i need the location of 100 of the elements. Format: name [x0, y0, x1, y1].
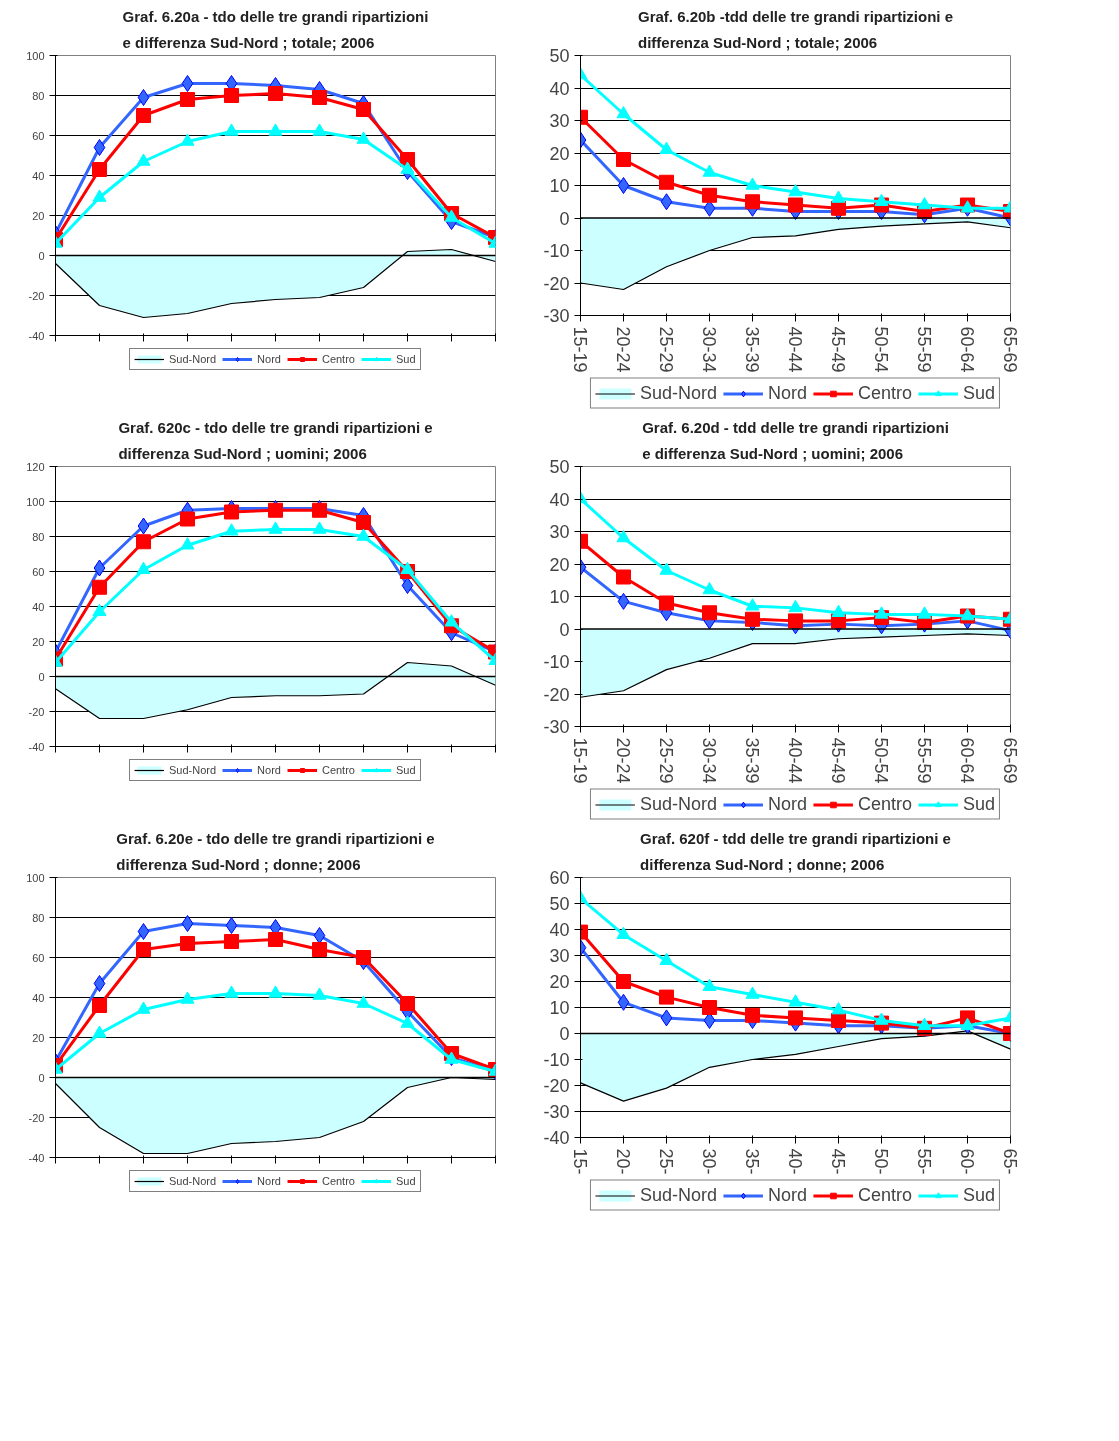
legend-label: Sud [963, 382, 996, 404]
x-tick-label: 60-64 [957, 326, 977, 373]
legend-label: Centro [858, 1184, 913, 1206]
chart-title: Graf. 620f - tdd delle tre grandi ripartizioni e differenza Sud-Nord ; donne; 2006 [640, 830, 951, 873]
x-tick-label: 60- [957, 1148, 977, 1175]
y-tick-label: 40 [32, 991, 45, 1004]
legend-label: Centro [321, 353, 355, 365]
y-tick-label: 0 [38, 670, 45, 683]
x-tick-label: 30- [699, 1148, 719, 1175]
x-tick-label: 35- [742, 1148, 762, 1175]
legend-label: Nord [767, 382, 807, 404]
y-tick-label: 60 [32, 951, 45, 964]
legend-label: Centro [321, 1175, 355, 1187]
x-tick-label: 65-69 [1000, 737, 1020, 784]
x-tick-label: 25-29 [656, 326, 676, 373]
legend-label: Sud-Nord [169, 764, 217, 776]
y-tick-label: -30 [543, 717, 570, 737]
x-tick-label: 40-44 [785, 737, 805, 784]
legend-label: Sud [395, 1175, 416, 1187]
x-tick-label: 50- [871, 1148, 891, 1175]
y-tick-label: 0 [559, 619, 570, 640]
chart-title: Graf. 6.20e - tdo delle tre grandi ripartizioni e differenza Sud-Nord ; donne; 2006 [116, 830, 435, 873]
x-tick-label: 55-59 [914, 326, 934, 373]
legend-label: Sud [963, 1184, 996, 1206]
y-tick-label: 10 [549, 998, 570, 1018]
y-tick-label: 20 [32, 1031, 45, 1044]
y-tick-label: 50 [549, 46, 570, 66]
chart-title: Graf. 6.20d - tdd delle tre grandi ripartizioni e differenza Sud-Nord ; uomini; 2006 [642, 419, 949, 462]
x-tick-label: 15-19 [570, 737, 590, 784]
chart-title: Graf. 620c - tdo delle tre grandi ripartizioni e differenza Sud-Nord ; uomini; 2006 [118, 419, 433, 462]
x-tick-label: 50-54 [871, 737, 891, 784]
y-tick-label: 50 [549, 457, 570, 477]
legend-label: Sud-Nord [169, 1175, 217, 1187]
x-tick-label: 40-44 [785, 326, 805, 373]
legend-label: Nord [767, 1184, 807, 1206]
legend-label: Nord [257, 764, 281, 776]
x-tick-label: 65- [1000, 1148, 1020, 1175]
y-tick-label: -20 [28, 1111, 45, 1124]
y-tick-label: 30 [549, 111, 570, 131]
y-tick-label: 40 [549, 489, 570, 510]
y-tick-label: -40 [28, 740, 45, 753]
legend-label: Centro [321, 764, 355, 776]
y-tick-label: 10 [549, 587, 570, 607]
y-tick-label: 20 [549, 972, 570, 992]
y-tick-label: -20 [28, 705, 45, 718]
chart-title: Graf. 6.20b -tdd delle tre grandi ripartizioni e differenza Sud-Nord ; totale; 2006 [637, 8, 954, 51]
y-tick-label: 100 [26, 871, 45, 884]
y-tick-label: 60 [32, 565, 45, 578]
y-tick-label: 10 [549, 176, 570, 196]
x-tick-label: 35-39 [742, 326, 762, 373]
legend-label: Sud-Nord [639, 1184, 717, 1206]
x-tick-label: 50-54 [871, 326, 891, 373]
x-tick-label: 30-34 [699, 737, 719, 784]
x-tick-label: 40- [785, 1148, 805, 1175]
y-tick-label: 20 [32, 635, 45, 648]
x-tick-label: 45- [828, 1148, 848, 1175]
y-tick-label: 40 [32, 600, 45, 613]
y-tick-label: 20 [32, 209, 45, 222]
y-tick-label: 120 [26, 460, 45, 473]
chart-title: Graf. 6.20a - tdo delle tre grandi ripartizioni e differenza Sud-Nord ; totale; 2006 [122, 8, 429, 51]
legend-label: Sud-Nord [169, 353, 217, 365]
x-tick-label: 45-49 [828, 737, 848, 784]
legend-label: Centro [858, 793, 913, 815]
y-tick-label: 100 [26, 495, 45, 508]
legend-label: Nord [257, 353, 281, 365]
y-tick-label: -30 [543, 306, 570, 326]
y-tick-label: -10 [543, 241, 570, 261]
y-tick-label: -20 [28, 289, 45, 302]
x-tick-label: 15-19 [570, 326, 590, 373]
y-tick-label: 0 [559, 208, 570, 229]
legend-label: Sud-Nord [639, 793, 717, 815]
y-tick-label: 80 [32, 530, 45, 543]
y-tick-label: -40 [543, 1128, 570, 1148]
legend-label: Sud [395, 764, 416, 776]
legend-label: Sud [963, 793, 996, 815]
y-tick-label: -40 [28, 329, 45, 342]
y-tick-label: 40 [549, 78, 570, 99]
y-tick-label: 60 [32, 129, 45, 142]
y-tick-label: -10 [543, 652, 570, 672]
legend-label: Nord [257, 1175, 281, 1187]
y-tick-label: 30 [549, 522, 570, 542]
y-tick-label: 30 [549, 946, 570, 966]
y-tick-label: 20 [549, 143, 570, 164]
y-tick-label: 60 [549, 868, 570, 888]
y-tick-label: -10 [543, 1050, 570, 1070]
x-tick-label: 25-29 [656, 737, 676, 784]
legend-label: Sud [395, 353, 416, 365]
y-tick-label: 0 [559, 1024, 570, 1044]
x-tick-label: 30-34 [699, 326, 719, 373]
x-tick-label: 20-24 [613, 326, 633, 373]
legend-label: Centro [858, 382, 913, 404]
legend-label: Nord [767, 793, 807, 815]
x-tick-label: 60-64 [957, 737, 977, 784]
y-tick-label: -20 [543, 273, 570, 294]
x-tick-label: 45-49 [828, 326, 848, 373]
y-tick-label: -40 [28, 1151, 45, 1164]
x-tick-label: 20-24 [613, 737, 633, 784]
y-tick-label: -20 [543, 1076, 570, 1096]
x-tick-label: 25- [656, 1148, 676, 1175]
y-tick-label: 100 [26, 49, 45, 62]
